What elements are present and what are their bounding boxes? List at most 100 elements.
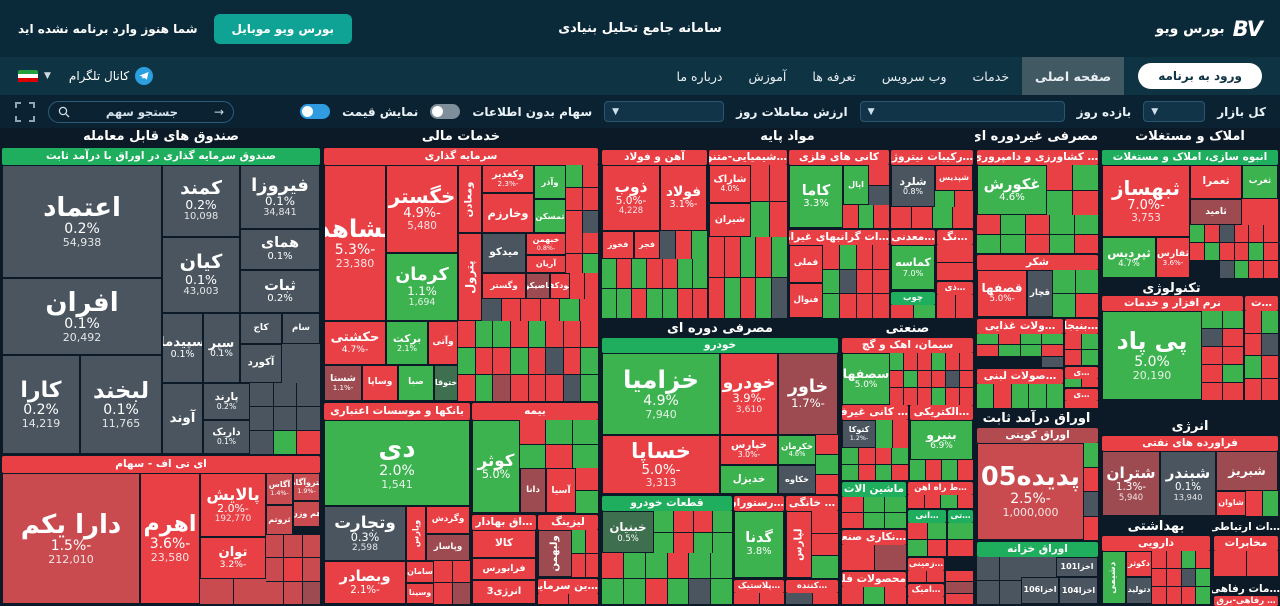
stock-cell[interactable]: شاراک 4.0% [709,165,751,203]
mini-cell[interactable] [856,294,873,318]
mini-cell[interactable] [1025,234,1050,253]
stock-cell[interactable]: صبا [398,365,434,401]
mini-cell[interactable] [1082,379,1098,387]
industry-header[interactable]: ای تی اف - سهام [2,456,320,473]
mini-cell[interactable] [863,587,885,604]
mini-cell[interactable] [546,348,563,374]
stock-cell[interactable]: شبریز [1216,451,1278,491]
mini-cell[interactable] [977,581,999,604]
mini-cell[interactable] [1249,243,1264,260]
mini-cell[interactable] [874,205,889,228]
mini-cell[interactable] [994,384,1011,408]
mini-cell[interactable] [623,553,645,578]
mini-cell[interactable] [1050,234,1074,253]
stock-cell[interactable]: قصفها -5.0% [977,270,1027,317]
mini-cell[interactable] [576,491,598,513]
stock-cell[interactable]: فولاد -3.1% [660,165,707,231]
mini-cell[interactable] [977,215,1001,234]
mini-cell[interactable] [602,579,623,604]
search-input[interactable]: جستجو سهم → [48,100,234,123]
mini-cell[interactable] [873,294,889,318]
industry-header[interactable]: …الکتریکی [910,405,973,420]
telegram-channel-link[interactable]: کانال تلگرام [69,67,154,85]
mini-cell[interactable] [823,294,839,318]
stock-cell[interactable]: آکورد [240,344,282,383]
mini-cell[interactable] [645,553,667,578]
mini-cell[interactable] [1021,557,1056,577]
mini-cell[interactable] [977,234,1001,253]
mini-cell[interactable] [1042,345,1063,356]
mini-cell[interactable] [273,431,297,454]
mini-cell[interactable] [563,321,581,347]
mini-cell[interactable] [692,259,707,288]
mini-cell[interactable] [273,383,297,406]
mini-cell[interactable] [858,448,875,464]
mini-cell[interactable] [908,597,944,604]
mini-cell[interactable] [918,353,931,370]
mini-cell[interactable] [955,295,973,318]
stock-cell[interactable]: ثبهساز -7.0% 3,753 [1102,165,1190,237]
mini-cell[interactable] [904,388,917,405]
mini-cell[interactable] [960,353,973,370]
stock-cell[interactable]: ثامید [1190,199,1242,225]
stock-cell[interactable]: اهرم -3.6% 23,580 [140,473,200,604]
mini-cell[interactable] [946,370,959,388]
mini-cell[interactable] [693,511,713,532]
mini-cell[interactable] [908,540,927,556]
stock-cell[interactable]: ثغرب [1242,165,1278,199]
stock-cell[interactable]: پالایش -2.0% 192,770 [200,473,266,537]
mini-cell[interactable] [510,375,528,401]
mini-cell[interactable] [475,348,493,374]
filter-select[interactable]: ▼ [859,101,1065,122]
industry-header[interactable]: …بنیجات [1065,319,1098,334]
mini-cell[interactable] [998,345,1020,356]
mini-cell[interactable] [948,523,973,539]
mini-cell[interactable] [1202,383,1222,400]
mini-cell[interactable] [566,233,582,253]
mini-cell[interactable] [1065,379,1081,387]
stock-cell[interactable]: ذوب -5.0% 4,228 [602,165,660,231]
mini-cell[interactable] [284,581,302,604]
mini-cell[interactable] [1202,311,1222,328]
stock-cell[interactable]: خدیزل [720,465,778,494]
mini-cell[interactable] [769,201,787,237]
mini-cell[interactable] [1053,294,1075,317]
mini-cell[interactable] [1245,333,1261,355]
mini-cell[interactable] [647,289,662,318]
mini-cell[interactable] [660,231,675,259]
mini-cell[interactable] [458,375,475,401]
mini-cell[interactable] [977,557,999,580]
mini-cell[interactable] [458,321,475,347]
mini-cell[interactable] [602,553,623,578]
stock-cell[interactable]: شبندر 0.1% 13,940 [1160,451,1216,516]
stock-cell[interactable]: فملی [789,245,823,283]
stock-cell[interactable]: خکرمان 4.6% [778,435,816,465]
mini-cell[interactable] [297,407,320,430]
industry-header[interactable]: …ت [1245,296,1278,311]
mini-cell[interactable] [1190,243,1204,260]
mini-cell[interactable] [1196,551,1210,568]
industry-header[interactable]: محصولات فلزی [842,572,906,587]
mini-cell[interactable] [566,188,582,210]
mini-cell[interactable] [711,579,732,604]
mini-cell[interactable] [977,334,998,345]
industry-header[interactable]: …زمینی [908,558,944,571]
mini-cell[interactable] [946,353,959,370]
mini-cell[interactable] [570,273,584,299]
mini-cell[interactable] [1264,261,1278,278]
mini-cell[interactable] [892,464,908,480]
mini-cell[interactable] [1046,384,1063,408]
stock-cell[interactable]: گدنا 3.8% [734,511,784,578]
mini-cell[interactable] [482,299,501,321]
mini-cell[interactable] [520,420,546,444]
mini-cell[interactable] [816,475,838,494]
mini-cell[interactable] [662,259,677,288]
industry-header[interactable]: …ی [1065,367,1098,379]
mini-cell[interactable] [1084,492,1098,516]
mini-cell[interactable] [772,237,787,277]
mini-cell[interactable] [816,455,838,474]
stock-cell[interactable]: ولبهمن [538,530,572,577]
mini-cell[interactable] [1084,516,1098,540]
mini-cell[interactable] [1246,551,1278,576]
mini-cell[interactable] [1204,243,1219,260]
